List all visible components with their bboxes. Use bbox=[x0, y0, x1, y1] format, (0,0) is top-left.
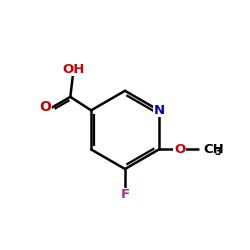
Text: F: F bbox=[120, 188, 130, 201]
Text: O: O bbox=[39, 100, 51, 114]
Text: OH: OH bbox=[63, 63, 85, 76]
Text: 3: 3 bbox=[214, 148, 221, 158]
Text: O: O bbox=[174, 143, 185, 156]
Text: N: N bbox=[153, 104, 164, 117]
Text: CH: CH bbox=[203, 143, 224, 156]
